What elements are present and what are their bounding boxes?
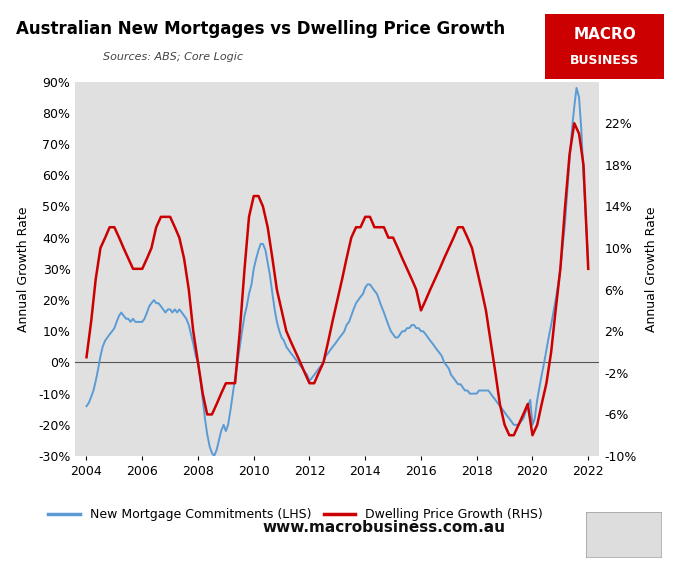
Text: www.macrobusiness.com.au: www.macrobusiness.com.au: [262, 520, 505, 535]
Legend: New Mortgage Commitments (LHS), Dwelling Price Growth (RHS): New Mortgage Commitments (LHS), Dwelling…: [43, 503, 547, 526]
Y-axis label: Annual Growth Rate: Annual Growth Rate: [645, 206, 658, 332]
Text: BUSINESS: BUSINESS: [570, 54, 639, 67]
Text: MACRO: MACRO: [573, 27, 636, 42]
Text: Australian New Mortgages vs Dwelling Price Growth: Australian New Mortgages vs Dwelling Pri…: [16, 20, 505, 38]
Y-axis label: Annual Growth Rate: Annual Growth Rate: [16, 206, 29, 332]
Text: Sources: ABS; Core Logic: Sources: ABS; Core Logic: [96, 52, 243, 62]
